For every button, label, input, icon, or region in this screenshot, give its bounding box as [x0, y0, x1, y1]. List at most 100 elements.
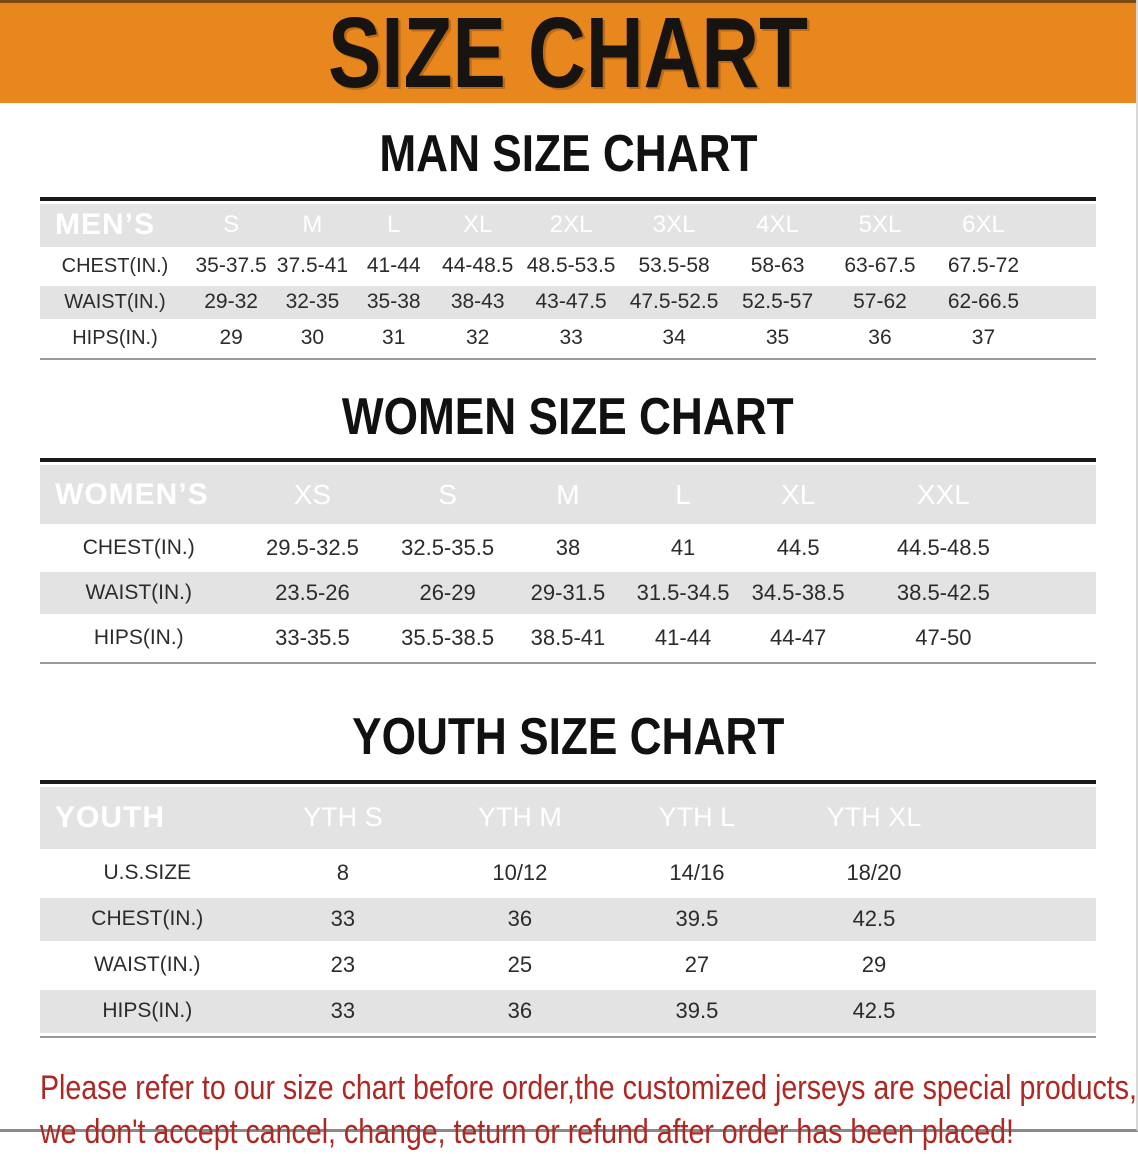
cell: 31.5-34.5 [628, 572, 738, 618]
table-header-row: MEN’S S M L XL 2XL 3XL 4XL 5XL 6XL [40, 203, 1096, 250]
section-heading-text: YOUTH SIZE CHART [351, 708, 785, 767]
row-label: CHEST(IN.) [40, 527, 238, 573]
row-label: WAIST(IN.) [40, 286, 190, 322]
cell: 35-38 [352, 286, 435, 322]
column-header: YTH L [608, 787, 786, 852]
table-row: U.S.SIZE 8 10/12 14/16 18/20 [40, 852, 1096, 898]
cell: 63-67.5 [828, 250, 932, 286]
column-header: S [387, 465, 508, 528]
disclaimer-line-1: Please refer to our size chart before or… [40, 1068, 1137, 1107]
cell: 34 [621, 322, 727, 358]
cell: 29-32 [189, 286, 273, 322]
column-header: XL [737, 465, 859, 528]
row-label: CHEST(IN.) [40, 250, 190, 286]
cell: 18/20 [785, 852, 963, 898]
cell: 47-50 [858, 617, 1029, 663]
cell: 44.5 [737, 527, 859, 573]
banner: SIZE CHART [0, 0, 1136, 103]
cell: 14/16 [608, 852, 786, 898]
column-header: 4XL [726, 204, 829, 250]
cell: 33 [254, 898, 432, 944]
cell: 34.5-38.5 [737, 572, 859, 618]
column-header: XXL [858, 465, 1029, 528]
cell: 38 [507, 527, 629, 573]
table-row: CHEST(IN.) 35-37.5 37.5-41 41-44 44-48.5 48.5… [40, 250, 1096, 286]
column-header: YTH S [254, 787, 432, 852]
group-label: YOUTH [40, 787, 255, 852]
group-label: WOMEN’S [40, 465, 238, 528]
cell: 58-63 [726, 250, 829, 286]
column-header: 2XL [520, 204, 622, 250]
cell: 36 [431, 898, 609, 944]
cell: 42.5 [785, 990, 963, 1036]
cell: 27 [608, 944, 786, 990]
cell: 29-31.5 [507, 572, 629, 618]
cell: 36 [431, 990, 609, 1036]
section-heading-men: MAN SIZE CHART [0, 127, 1136, 182]
cell: 29.5-32.5 [237, 527, 388, 573]
table-row: WAIST(IN.) 23 25 27 29 [40, 944, 1096, 990]
column-header: YTH XL [785, 787, 963, 852]
men-size-table: MEN’S S M L XL 2XL 3XL 4XL 5XL 6XL CHEST(IN.) 35-37… [40, 196, 1096, 360]
section-heading-text: MAN SIZE CHART [378, 125, 758, 183]
table-row: WAIST(IN.) 29-32 32-35 35-38 38-43 43-47.5 47.… [40, 285, 1096, 322]
section-heading-youth: YOUTH SIZE CHART [0, 710, 1136, 765]
cell: 26-29 [387, 572, 508, 618]
table-row: CHEST(IN.) 33 36 39.5 42.5 [40, 897, 1096, 944]
cell: 67.5-72 [931, 250, 1036, 286]
table-row: CHEST(IN.) 29.5-32.5 32.5-35.5 38 41 44.5 44.5… [40, 527, 1096, 573]
cell: 38.5-41 [507, 617, 629, 663]
cell: 33 [520, 322, 622, 358]
row-label: WAIST(IN.) [40, 944, 255, 990]
cell: 48.5-53.5 [520, 250, 622, 286]
cell: 35.5-38.5 [387, 617, 508, 663]
cell: 23 [254, 944, 432, 990]
row-label: HIPS(IN.) [40, 322, 190, 358]
cell: 30 [272, 322, 353, 358]
cell: 38.5-42.5 [858, 572, 1029, 618]
cell: 37.5-41 [272, 250, 353, 286]
cell: 53.5-58 [621, 250, 727, 286]
cell: 23.5-26 [237, 572, 388, 618]
section-heading-women: WOMEN SIZE CHART [0, 387, 1136, 446]
cell: 41-44 [628, 617, 738, 663]
youth-size-table: YOUTH YTH S YTH M YTH L YTH XL U.S.SIZE 8 10/12… [40, 779, 1096, 1038]
banner-title: SIZE CHART [328, 0, 808, 103]
row-label: HIPS(IN.) [40, 617, 238, 663]
cell: 31 [352, 322, 435, 358]
column-header: XL [434, 204, 521, 250]
column-header: M [507, 465, 629, 528]
cell: 43-47.5 [520, 286, 622, 322]
cell: 25 [431, 944, 609, 990]
cell: 62-66.5 [931, 286, 1036, 322]
table-header-row: WOMEN’S XS S M L XL XXL [40, 465, 1096, 528]
table-header-row: YOUTH YTH S YTH M YTH L YTH XL [40, 786, 1096, 852]
cell: 47.5-52.5 [621, 286, 727, 322]
cell: 8 [254, 852, 432, 898]
cell: 35-37.5 [189, 250, 273, 286]
cell: 32 [434, 322, 521, 358]
cell: 37 [931, 322, 1036, 358]
column-header: 3XL [621, 204, 727, 250]
row-label: HIPS(IN.) [40, 990, 255, 1036]
cell: 44-47 [737, 617, 859, 663]
column-header: 6XL [931, 204, 1036, 250]
cell: 10/12 [431, 852, 609, 898]
cell: 32.5-35.5 [387, 527, 508, 573]
cell: 36 [828, 322, 932, 358]
table-row: HIPS(IN.) 29 30 31 32 33 34 35 36 37 [40, 322, 1096, 358]
cell: 39.5 [608, 898, 786, 944]
cell: 32-35 [272, 286, 353, 322]
cell: 39.5 [608, 990, 786, 1036]
column-header: 5XL [828, 204, 932, 250]
cell: 44.5-48.5 [858, 527, 1029, 573]
table-row: HIPS(IN.) 33-35.5 35.5-38.5 38.5-41 41-44 44-… [40, 617, 1096, 663]
column-header: L [352, 204, 435, 250]
cell: 44-48.5 [434, 250, 521, 286]
group-label: MEN’S [40, 204, 190, 250]
section-heading-text: WOMEN SIZE CHART [342, 387, 794, 446]
cell: 42.5 [785, 898, 963, 944]
cell: 33 [254, 990, 432, 1036]
column-header: L [628, 465, 738, 528]
